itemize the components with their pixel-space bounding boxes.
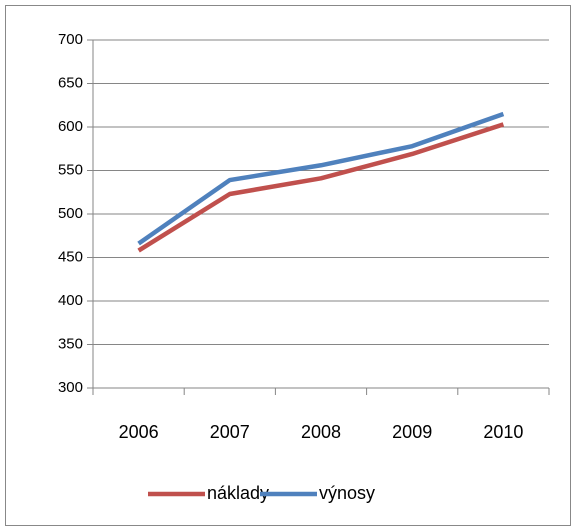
x-tick-label: 2010 xyxy=(483,422,523,442)
y-tick-label: 700 xyxy=(58,31,83,48)
series-line xyxy=(137,111,505,246)
x-tick-label: 2009 xyxy=(392,422,432,442)
y-tick-label: 600 xyxy=(58,118,83,135)
y-tick-label: 450 xyxy=(58,248,83,265)
x-tick-label: 2006 xyxy=(119,422,159,442)
x-tick-label: 2007 xyxy=(210,422,250,442)
y-tick-label: 500 xyxy=(58,205,83,222)
y-tick-label: 300 xyxy=(58,379,83,396)
x-tick-label: 2008 xyxy=(301,422,341,442)
y-tick-label: 400 xyxy=(58,292,83,309)
legend-label: výnosy xyxy=(319,483,375,503)
chart-frame xyxy=(5,5,571,526)
y-tick-label: 350 xyxy=(58,335,83,352)
y-tick-label: 550 xyxy=(58,161,83,178)
legend-label: náklady xyxy=(207,483,269,503)
series-line xyxy=(137,122,505,253)
y-tick-label: 650 xyxy=(58,74,83,91)
